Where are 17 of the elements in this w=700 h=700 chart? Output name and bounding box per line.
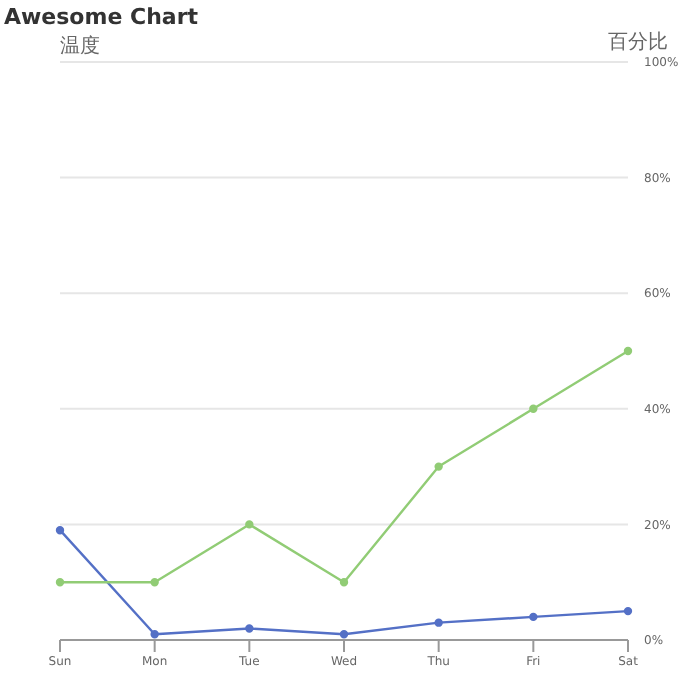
point bbox=[150, 578, 159, 587]
point bbox=[339, 630, 349, 639]
point bbox=[529, 404, 538, 413]
point bbox=[245, 520, 254, 529]
point bbox=[150, 630, 159, 639]
point bbox=[245, 624, 254, 633]
point bbox=[55, 578, 65, 587]
point bbox=[623, 346, 633, 356]
y-axis-title: 温度 bbox=[60, 33, 100, 60]
point bbox=[434, 618, 443, 627]
point bbox=[55, 525, 65, 535]
point bbox=[339, 578, 349, 587]
chart-title: Awesome Chart bbox=[4, 4, 199, 30]
point bbox=[623, 606, 633, 616]
y2-axis-title: 百分比 bbox=[608, 29, 668, 56]
point bbox=[434, 462, 443, 471]
point bbox=[529, 612, 538, 622]
